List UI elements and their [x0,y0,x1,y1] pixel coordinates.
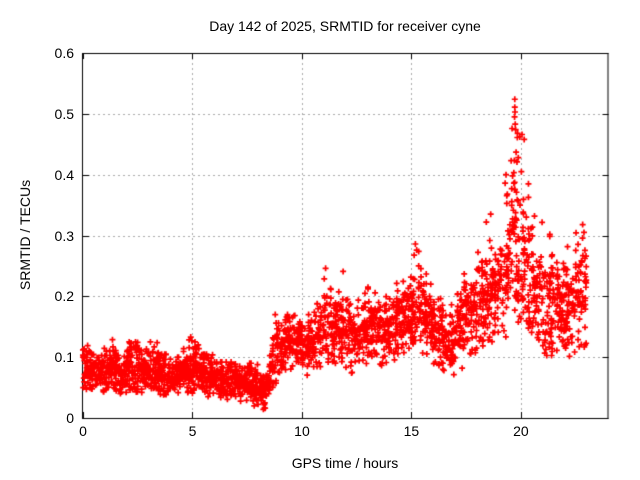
y-tick-label: 0.5 [54,105,74,122]
x-axis-label: GPS time / hours [291,455,399,471]
y-tick-label: 0.3 [54,227,74,244]
y-tick-label: 0.1 [54,349,74,366]
x-tick-label: 0 [79,423,87,439]
y-tick-label: 0.2 [54,288,74,305]
x-tick-label: 20 [513,423,529,439]
y-tick-label: 0 [66,410,74,426]
x-tick-label: 15 [403,423,420,439]
y-tick-label: 0.4 [54,166,74,183]
y-axis-label: SRMTID / TECUs [17,179,33,291]
x-tick-label: 5 [188,423,197,439]
y-tick-label: 0.6 [54,45,74,61]
x-tick-label: 10 [294,423,310,439]
chart-title: Day 142 of 2025, SRMTID for receiver cyn… [209,18,481,34]
